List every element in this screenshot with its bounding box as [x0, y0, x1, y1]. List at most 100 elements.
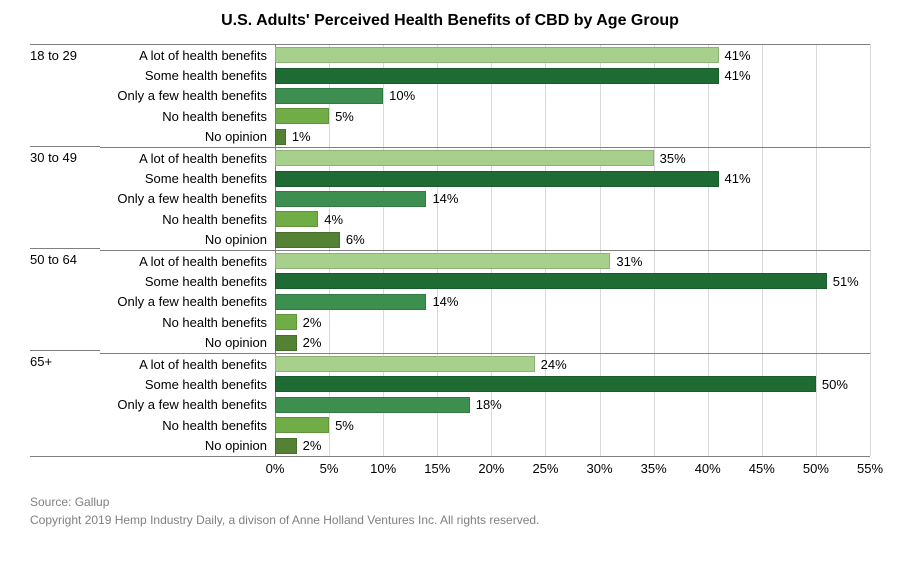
- age-group-text: 65+: [30, 351, 100, 369]
- bar-value: 1%: [292, 129, 311, 144]
- x-tick: 35%: [641, 461, 667, 476]
- x-tick: 40%: [695, 461, 721, 476]
- bar-value: 2%: [303, 438, 322, 453]
- age-group-label: 50 to 64: [30, 248, 100, 350]
- bar-value: 41%: [725, 171, 751, 186]
- bar: [275, 417, 329, 433]
- bar: [275, 232, 340, 248]
- category-label: No health benefits: [100, 109, 275, 124]
- x-tick: 50%: [803, 461, 829, 476]
- bar: [275, 253, 610, 269]
- chart-title: U.S. Adults' Perceived Health Benefits o…: [30, 12, 870, 30]
- bar-row: Only a few health benefits 14%: [100, 189, 870, 209]
- bar: [275, 108, 329, 124]
- x-tick: 30%: [587, 461, 613, 476]
- age-group-label: 18 to 29: [30, 44, 100, 146]
- category-label: Only a few health benefits: [100, 397, 275, 412]
- bar-row: No health benefits 5%: [100, 106, 870, 126]
- bar: [275, 335, 297, 351]
- category-label: No opinion: [100, 232, 275, 247]
- bar-value: 14%: [432, 294, 458, 309]
- bar: [275, 356, 535, 372]
- bar-row: A lot of health benefits 35%: [100, 148, 870, 168]
- age-group-label: 65+: [30, 350, 100, 452]
- x-tick: 15%: [424, 461, 450, 476]
- bar: [275, 47, 719, 63]
- bar-row: No opinion 6%: [100, 230, 870, 250]
- category-label: A lot of health benefits: [100, 254, 275, 269]
- bar-row: Only a few health benefits 14%: [100, 292, 870, 312]
- bar-value: 4%: [324, 212, 343, 227]
- age-group-text: 50 to 64: [30, 249, 100, 267]
- chart-footer: Source: Gallup Copyright 2019 Hemp Indus…: [30, 495, 870, 527]
- category-label: Some health benefits: [100, 171, 275, 186]
- category-label: No health benefits: [100, 315, 275, 330]
- age-group-label: 30 to 49: [30, 146, 100, 248]
- chart-container: U.S. Adults' Perceived Health Benefits o…: [0, 0, 900, 535]
- bar-value: 2%: [303, 335, 322, 350]
- x-tick: 5%: [320, 461, 339, 476]
- category-label: No opinion: [100, 129, 275, 144]
- x-tick: 45%: [749, 461, 775, 476]
- bar: [275, 171, 719, 187]
- bar-row: A lot of health benefits 41%: [100, 45, 870, 65]
- category-label: No opinion: [100, 335, 275, 350]
- category-label: Only a few health benefits: [100, 191, 275, 206]
- x-tick: 25%: [532, 461, 558, 476]
- bar-value: 6%: [346, 232, 365, 247]
- category-label: Only a few health benefits: [100, 294, 275, 309]
- bar-value: 14%: [432, 191, 458, 206]
- bar: [275, 294, 426, 310]
- x-tick: 0%: [266, 461, 285, 476]
- bar: [275, 150, 654, 166]
- category-label: Some health benefits: [100, 377, 275, 392]
- bar-row: No health benefits 4%: [100, 209, 870, 229]
- category-label: No health benefits: [100, 418, 275, 433]
- plot-area: 18 to 29 30 to 49 50 to 64 65+ A lot of hea…: [30, 44, 870, 456]
- source-text: Source: Gallup: [30, 495, 870, 509]
- bar: [275, 129, 286, 145]
- bar-row: A lot of health benefits 31%: [100, 251, 870, 271]
- bar-value: 2%: [303, 315, 322, 330]
- bar-row: No opinion 2%: [100, 435, 870, 455]
- bar: [275, 376, 816, 392]
- bar-value: 50%: [822, 377, 848, 392]
- bar-value: 31%: [616, 254, 642, 269]
- bar-row: Only a few health benefits 10%: [100, 86, 870, 106]
- bar: [275, 68, 719, 84]
- bar-row: No opinion 1%: [100, 127, 870, 147]
- bar-value: 35%: [660, 151, 686, 166]
- bar-row: Some health benefits51%: [100, 271, 870, 291]
- bar: [275, 314, 297, 330]
- bar-value: 10%: [389, 88, 415, 103]
- bar-row: Some health benefits 41%: [100, 65, 870, 85]
- age-group-text: 30 to 49: [30, 147, 100, 165]
- x-tick: 20%: [478, 461, 504, 476]
- bar-row: No health benefits 2%: [100, 312, 870, 332]
- category-label: A lot of health benefits: [100, 48, 275, 63]
- category-label: Some health benefits: [100, 68, 275, 83]
- age-group-text: 18 to 29: [30, 45, 100, 63]
- bar: [275, 88, 383, 104]
- category-label: A lot of health benefits: [100, 357, 275, 372]
- x-axis-ticks: 0%5%10%15%20%25%30%35%40%45%50%55%: [275, 461, 870, 481]
- bar-value: 24%: [541, 357, 567, 372]
- category-label: No health benefits: [100, 212, 275, 227]
- bar: [275, 397, 470, 413]
- bar: [275, 191, 426, 207]
- bar-value: 41%: [725, 68, 751, 83]
- bar-row: Some health benefits 41%: [100, 168, 870, 188]
- category-label: Only a few health benefits: [100, 88, 275, 103]
- bar-value: 5%: [335, 109, 354, 124]
- group-labels-column: 18 to 29 30 to 49 50 to 64 65+: [30, 44, 100, 456]
- bar: [275, 273, 827, 289]
- chart-rows: A lot of health benefits41%Some health b…: [100, 44, 870, 456]
- bar-row: Some health benefits 50%: [100, 374, 870, 394]
- category-label: A lot of health benefits: [100, 151, 275, 166]
- bar-row: A lot of health benefits 24%: [100, 354, 870, 374]
- bar: [275, 211, 318, 227]
- bar-value: 51%: [833, 274, 859, 289]
- category-label: No opinion: [100, 438, 275, 453]
- bar-value: 41%: [725, 48, 751, 63]
- bar: [275, 438, 297, 454]
